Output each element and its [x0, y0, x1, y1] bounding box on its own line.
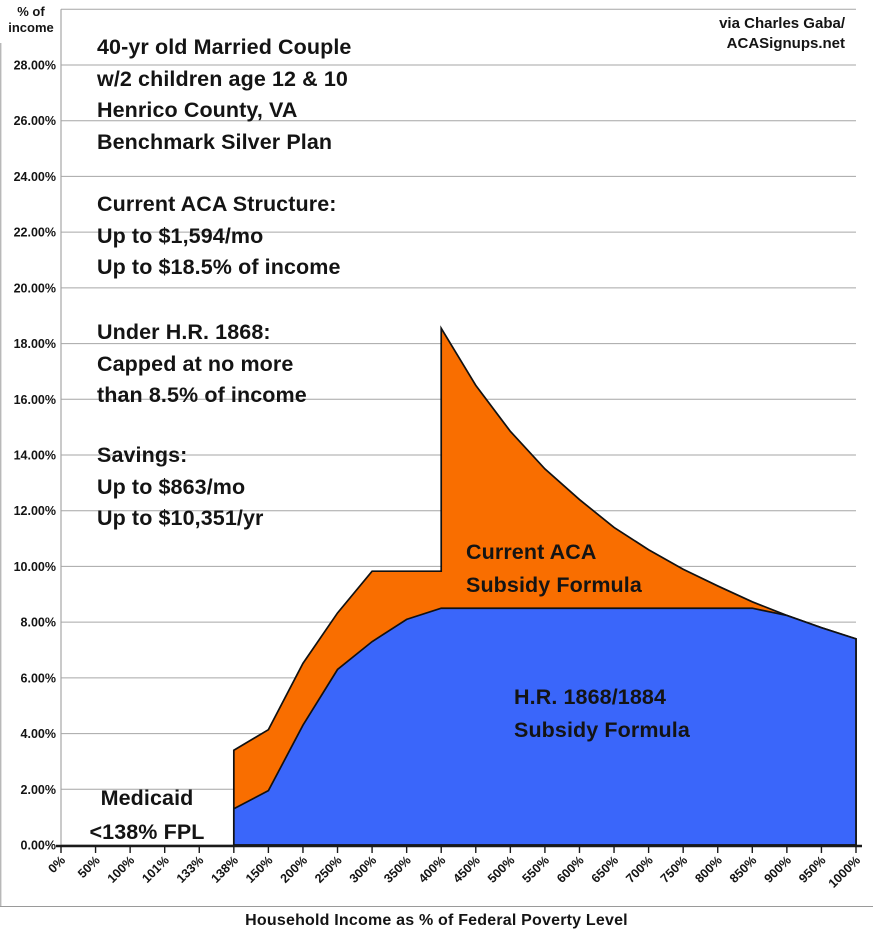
attribution-line1: via Charles Gaba/: [719, 15, 845, 32]
y-tick-label: 26.00%: [14, 114, 56, 128]
x-tick-label: 300%: [347, 853, 380, 886]
x-tick-label: 450%: [450, 853, 483, 886]
y-tick-label: 8.00%: [21, 616, 56, 630]
current-aca-annotation: Current ACA Structure: Up to $1,594/mo Up …: [97, 189, 341, 284]
x-tick-label: 500%: [485, 853, 518, 886]
x-tick-label: 600%: [554, 853, 587, 886]
y-tick-label: 12.00%: [14, 504, 56, 518]
x-tick-label: 100%: [105, 853, 138, 886]
y-tick-label: 16.00%: [14, 393, 56, 407]
x-tick-label: 650%: [589, 853, 622, 886]
current-aca-line2: Up to $1,594/mo: [97, 223, 264, 248]
x-tick-label: 400%: [416, 853, 449, 886]
x-tick-label: 138%: [208, 853, 241, 886]
scenario-line2: w/2 children age 12 & 10: [97, 66, 348, 91]
x-tick-label: 1000%: [826, 853, 863, 890]
x-tick-label: 150%: [243, 853, 276, 886]
medicaid-line2: <138% FPL: [89, 820, 205, 844]
attribution: via Charles Gaba/ACASignups.net: [719, 14, 845, 54]
x-tick-label: 700%: [623, 853, 656, 886]
scenario-annotation: 40-yr old Married Couple w/2 children age…: [97, 32, 351, 158]
x-tick-label: 101%: [139, 853, 172, 886]
y-tick-label: 24.00%: [14, 170, 56, 184]
y-tick-label: 14.00%: [14, 449, 56, 463]
blue-area-label-line1: H.R. 1868/1884: [514, 685, 667, 709]
x-tick-label: 133%: [174, 853, 207, 886]
y-tick-label: 6.00%: [21, 671, 56, 685]
hr1868-line3: than 8.5% of income: [97, 383, 307, 407]
scenario-line3: Henrico County, VA: [97, 98, 298, 122]
savings-line1: Savings:: [97, 443, 188, 467]
y-axis-unit-label: % of income: [0, 4, 62, 36]
y-tick-label: 10.00%: [14, 560, 56, 574]
scenario-line1: 40-yr old Married Couple: [97, 35, 352, 59]
scenario-line4: Benchmark Silver Plan: [97, 129, 333, 154]
savings-line3: Up to $10,351/yr: [97, 506, 264, 530]
x-tick-label: 200%: [278, 853, 311, 886]
hr1868-annotation: Under H.R. 1868: Capped at no more than 8.…: [97, 317, 307, 412]
savings-annotation: Savings: Up to $863/mo Up to $10,351/yr: [97, 440, 264, 535]
x-tick-label: 800%: [692, 853, 725, 886]
x-tick-label: 0%: [45, 853, 68, 876]
y-tick-label: 22.00%: [14, 226, 56, 240]
orange-area-label-line1: Current ACA: [466, 540, 597, 564]
orange-area-label-line2: Subsidy Formula: [466, 573, 642, 597]
y-tick-label: 18.00%: [14, 337, 56, 351]
medicaid-line1: Medicaid: [100, 786, 194, 810]
hr1868-line2: Capped at no more: [97, 351, 294, 376]
x-axis-title: Household Income as % of Federal Poverty…: [245, 912, 628, 929]
y-tick-label: 20.00%: [14, 281, 56, 295]
y-axis-unit-line1: % of: [17, 4, 45, 19]
x-tick-label: 50%: [75, 853, 103, 881]
y-tick-label: 28.00%: [14, 59, 56, 73]
hr1868-area: [232, 607, 857, 846]
x-tick-label: 750%: [658, 853, 691, 886]
y-tick-label: 0.00%: [21, 839, 56, 853]
savings-line2: Up to $863/mo: [97, 474, 246, 499]
x-tick-label: 250%: [312, 853, 345, 886]
x-tick-label: 850%: [727, 853, 760, 886]
x-tick-label: 350%: [381, 853, 414, 886]
x-tick-label: 900%: [761, 853, 794, 886]
y-axis-unit-line2: income: [8, 20, 54, 35]
orange-area-label: Current ACA Subsidy Formula: [466, 536, 642, 602]
blue-area-label: H.R. 1868/1884 Subsidy Formula: [514, 681, 690, 747]
blue-area-label-line2: Subsidy Formula: [514, 718, 690, 742]
hr1868-line1: Under H.R. 1868:: [97, 320, 271, 344]
y-tick-label: 4.00%: [21, 727, 56, 741]
attribution-line2: ACASignups.net: [726, 35, 845, 52]
current-aca-line1: Current ACA Structure:: [97, 192, 337, 216]
medicaid-annotation: Medicaid <138% FPL: [56, 781, 238, 849]
x-tick-label: 950%: [796, 853, 829, 886]
y-tick-label: 2.00%: [21, 783, 56, 797]
current-aca-line3: Up to $18.5% of income: [97, 255, 341, 279]
x-tick-label: 550%: [520, 853, 553, 886]
